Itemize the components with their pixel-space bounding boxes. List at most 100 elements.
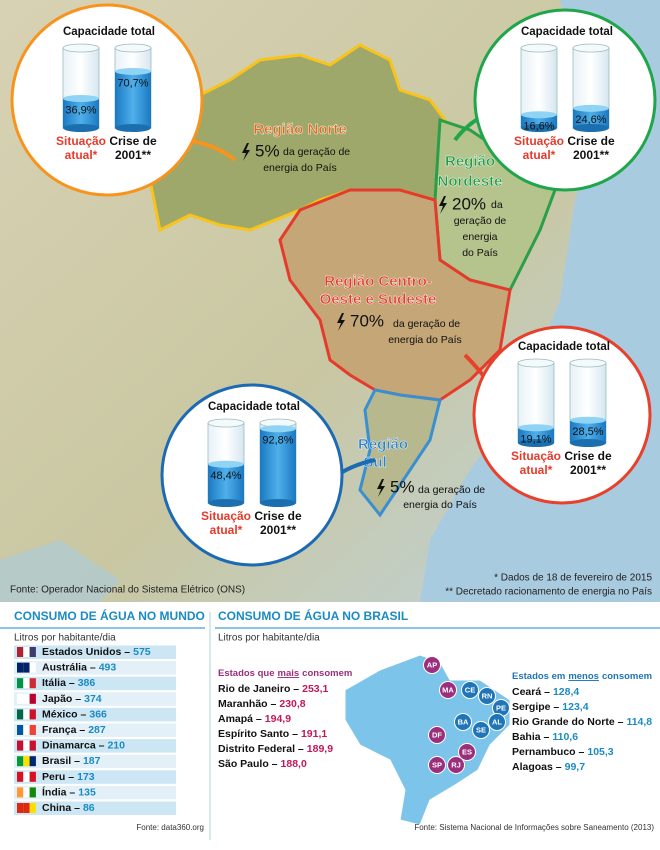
crisis-label: Crise de: [254, 509, 302, 523]
flag-stripe: [29, 678, 36, 689]
state-row: Alagoas –99,7: [512, 761, 585, 773]
state-row: Sergipe –123,4: [512, 701, 589, 713]
region-name: Região: [445, 153, 495, 170]
flag-stripe: [17, 756, 24, 767]
state-code: ES: [462, 747, 472, 756]
state-code: RN: [482, 691, 493, 700]
country-value: 173: [77, 771, 95, 783]
state-code: RJ: [451, 760, 461, 769]
water-surface: [260, 425, 296, 433]
row-background: [14, 692, 176, 706]
heading-part: menos: [568, 671, 599, 682]
region-share-text: da geração de: [283, 146, 350, 158]
state-value: 230,8: [279, 698, 305, 710]
capacity-circle: [473, 8, 657, 192]
state-value: 123,4: [562, 701, 588, 713]
state-name: Alagoas –: [512, 761, 562, 773]
country-row: Estados Unidos –575: [42, 646, 151, 658]
state-value: 253,1: [302, 683, 328, 695]
water-surface: [521, 111, 557, 119]
region-name: Região Centro-: [324, 273, 432, 290]
flag-stripe: [17, 662, 24, 673]
country-row: França –287: [42, 724, 106, 736]
region-name: Oeste e Sudeste: [320, 291, 437, 308]
region-norte: [148, 43, 447, 233]
region-share-text: energia do País: [403, 499, 477, 511]
water-level: [115, 71, 151, 128]
region-share-text: energia do País: [388, 334, 462, 346]
current-label: Situação: [201, 509, 251, 523]
flag-stripe: [23, 771, 30, 782]
state-row: Maranhão –230,8: [218, 698, 306, 710]
ocean-west: [0, 540, 120, 602]
flag-stripe: [23, 662, 30, 673]
region-name: Região Norte: [253, 121, 346, 138]
country-value: 366: [89, 708, 107, 720]
state-dot: [461, 681, 479, 699]
row-background: [14, 770, 176, 784]
capacity-circle: [10, 3, 204, 197]
flag-stripe: [29, 740, 36, 751]
brazil-title: CONSUMO DE ÁGUA NO BRASIL: [218, 608, 408, 623]
flag-stripe: [29, 662, 36, 673]
state-name: Sergipe –: [512, 701, 559, 713]
state-code: MA: [442, 685, 454, 694]
country-row: México –366: [42, 708, 107, 720]
country-value: 575: [133, 646, 151, 658]
region-centro-sudeste: [278, 188, 512, 402]
state-row: Rio de Janeiro –253,1: [218, 683, 329, 695]
country-row: Japão –374: [42, 693, 102, 705]
water-surface: [518, 424, 554, 432]
flag-stripe: [29, 693, 36, 704]
flag-stripe: [29, 756, 36, 767]
country-value: 187: [83, 755, 101, 767]
state-code: AP: [427, 660, 437, 669]
state-row: Bahia –110,6: [512, 731, 578, 743]
flag-stripe: [17, 740, 24, 751]
crisis-label: 2001**: [115, 148, 151, 162]
state-dot: [458, 743, 476, 761]
world-subtitle: Litros por habitante/dia: [14, 633, 116, 644]
flag-stripe: [23, 787, 30, 798]
state-dot: [488, 713, 506, 731]
current-label: atual*: [65, 148, 98, 162]
world-title: CONSUMO DE ÁGUA NO MUNDO: [14, 608, 205, 623]
country-name: Índia –: [42, 785, 75, 798]
crisis-label: 2001**: [570, 463, 606, 477]
state-row: Ceará –128,4: [512, 686, 579, 698]
region-block: Região Norte 5% da geração de energia do Pa…: [10, 3, 350, 197]
country-name: México –: [42, 708, 87, 720]
region-name: Nordeste: [437, 173, 502, 190]
flag-stripe: [29, 709, 36, 720]
cylinder-base: [521, 124, 557, 132]
state-name: Amapá –: [218, 713, 262, 725]
state-value: 99,7: [565, 761, 586, 773]
cylinder-base: [573, 124, 609, 132]
flag-stripe: [29, 803, 36, 813]
bolt-icon: [377, 479, 385, 497]
map-source: Fonte: Operador Nacional do Sistema Elét…: [10, 585, 245, 596]
region-block: Região Nordeste 20% da geração de energia do P…: [437, 8, 657, 259]
region-share-text: energia do País: [263, 162, 337, 174]
state-row: São Paulo –188,0: [218, 758, 307, 770]
state-code: SE: [476, 725, 486, 734]
level-label: 19,1%: [520, 434, 551, 446]
state-code: CE: [465, 685, 475, 694]
flag-stripe: [29, 771, 36, 782]
country-row: Dinamarca –210: [42, 739, 125, 751]
list-heading: Estados em menos consomem: [512, 671, 652, 682]
capacity-title: Capacidade total: [521, 26, 613, 38]
state-value: 189,9: [307, 743, 333, 755]
crisis-label: 2001**: [573, 148, 609, 162]
country-row: Índia –135: [42, 785, 96, 798]
region-share: 20%: [452, 194, 486, 213]
capacity-title: Capacidade total: [518, 341, 610, 353]
flag-stripe: [29, 647, 36, 657]
current-label: Situação: [511, 449, 561, 463]
water-level: [260, 428, 296, 503]
region-share-text: da geração de: [418, 484, 485, 496]
current-label: atual*: [520, 463, 553, 477]
